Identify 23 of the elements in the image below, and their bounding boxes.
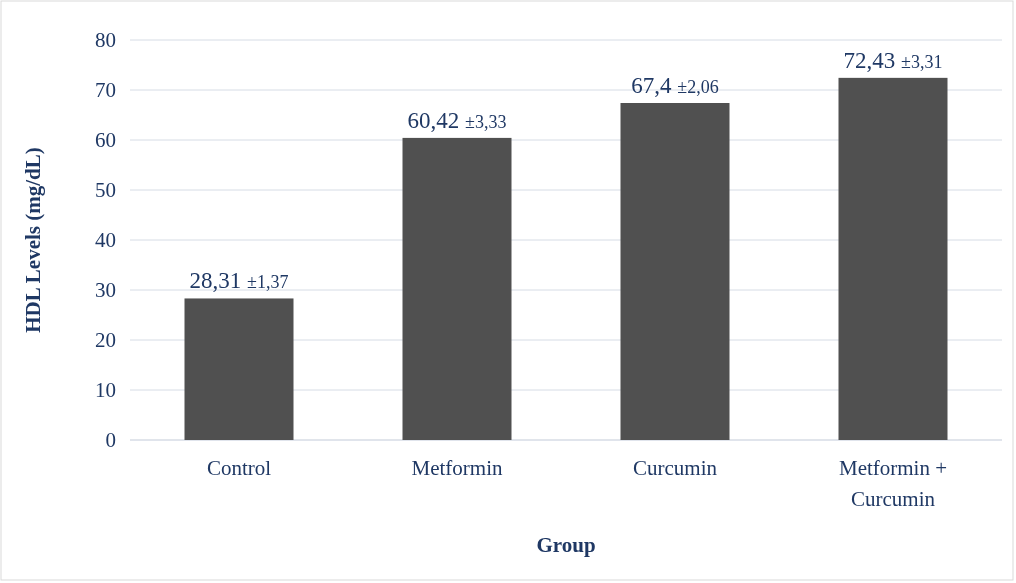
y-tick-label: 10 — [95, 378, 116, 403]
bar — [620, 103, 730, 440]
bar — [184, 298, 294, 440]
x-tick-label: Metformin — [411, 455, 503, 480]
data-label: 60,42 ±3,33 — [407, 107, 507, 133]
y-tick-label: 20 — [95, 328, 116, 353]
y-tick-label: 60 — [95, 128, 116, 153]
data-label: 28,31 ±1,37 — [189, 268, 289, 294]
x-tick-label: Metformin + Curcumin — [838, 455, 948, 512]
y-tick-label: 0 — [105, 428, 116, 453]
y-tick-label: 50 — [95, 178, 116, 203]
data-label: 67,4 ±2,06 — [631, 73, 719, 98]
y-tick-label: 70 — [95, 78, 116, 103]
bar — [402, 137, 512, 440]
y-tick-label: 80 — [95, 28, 116, 53]
data-label: 72,43 ±3,31 — [843, 47, 943, 73]
y-tick-label: 40 — [95, 228, 116, 253]
x-tick-label: Curcumin — [633, 455, 718, 480]
x-tick-label: Control — [206, 455, 272, 480]
y-tick-label: 30 — [95, 278, 116, 303]
x-axis-title: Group — [536, 533, 596, 557]
y-axis-title: HDL Levels (mg/dL) — [21, 147, 45, 333]
bar — [838, 77, 948, 440]
